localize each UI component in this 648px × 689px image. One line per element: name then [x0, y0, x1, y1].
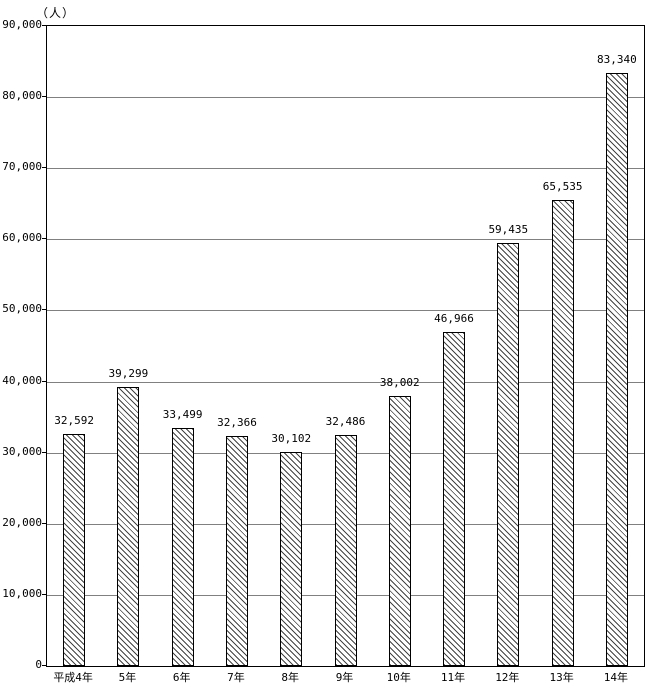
x-axis-label: 14年 [603, 671, 628, 684]
y-tick-label: 20,000 [2, 515, 42, 529]
bar-value-label: 83,340 [596, 53, 637, 67]
y-tick-mark [42, 522, 46, 524]
bar-value-label: 32,366 [217, 415, 257, 429]
bar [605, 73, 628, 666]
bar-value-label: 32,486 [325, 415, 366, 428]
y-tick-label: 30,000 [2, 444, 42, 458]
bar [117, 386, 140, 666]
bar-value-label: 65,535 [542, 179, 583, 193]
bar-value-label: 32,592 [54, 414, 95, 428]
y-tick-mark [42, 451, 46, 453]
y-tick-label: 90,000 [2, 18, 42, 31]
bar [334, 435, 357, 666]
x-axis-label: 11年 [440, 671, 466, 684]
y-tick-label: 10,000 [2, 586, 42, 600]
x-axis-label: 8年 [281, 671, 300, 684]
y-tick-mark [42, 665, 46, 666]
bar [388, 395, 411, 666]
y-tick-mark [42, 167, 46, 169]
bar [443, 332, 466, 666]
bar-value-label: 46,966 [434, 312, 474, 326]
y-tick-mark [42, 238, 46, 240]
x-axis-label: 10年 [386, 671, 411, 684]
x-axis-label: 6年 [172, 671, 191, 684]
y-tick-mark [42, 593, 46, 595]
x-axis-label: 平成4年 [53, 671, 93, 684]
gridline [47, 168, 644, 170]
plot-area: 32,592 39,299 33,499 32,366 30,102 32,486 38,0… [46, 25, 645, 667]
gridline [47, 310, 644, 312]
bar-value-label: 59,435 [488, 223, 529, 237]
bar [551, 199, 574, 666]
y-tick-label: 50,000 [2, 302, 42, 316]
x-axis-label: 5年 [118, 671, 137, 684]
y-tick-label: 0 [35, 658, 42, 671]
y-axis-unit-label: （人） [36, 6, 76, 20]
x-axis-label: 12年 [495, 671, 520, 684]
bar-value-label: 38,002 [379, 375, 420, 389]
y-tick-label: 60,000 [2, 231, 42, 245]
x-axis-label: 9年 [335, 671, 354, 684]
bar [497, 243, 520, 666]
y-tick-mark [42, 309, 46, 311]
bar-value-label: 30,102 [271, 431, 312, 445]
y-tick-label: 80,000 [2, 89, 42, 103]
bar [225, 435, 248, 666]
y-tick-label: 40,000 [2, 373, 42, 387]
bar [280, 451, 303, 666]
bar [63, 434, 86, 666]
y-tick-mark [42, 380, 46, 382]
bar [171, 427, 194, 666]
y-tick-label: 70,000 [2, 160, 42, 174]
x-axis-label: 7年 [227, 671, 245, 684]
gridline [47, 239, 644, 241]
gridline [47, 97, 644, 99]
gridline [47, 381, 644, 383]
y-tick-mark [42, 25, 46, 26]
bar-value-label: 33,499 [162, 407, 203, 421]
x-axis-label: 13年 [549, 671, 574, 684]
y-tick-mark [42, 96, 46, 98]
bar-value-label: 39,299 [108, 366, 149, 380]
